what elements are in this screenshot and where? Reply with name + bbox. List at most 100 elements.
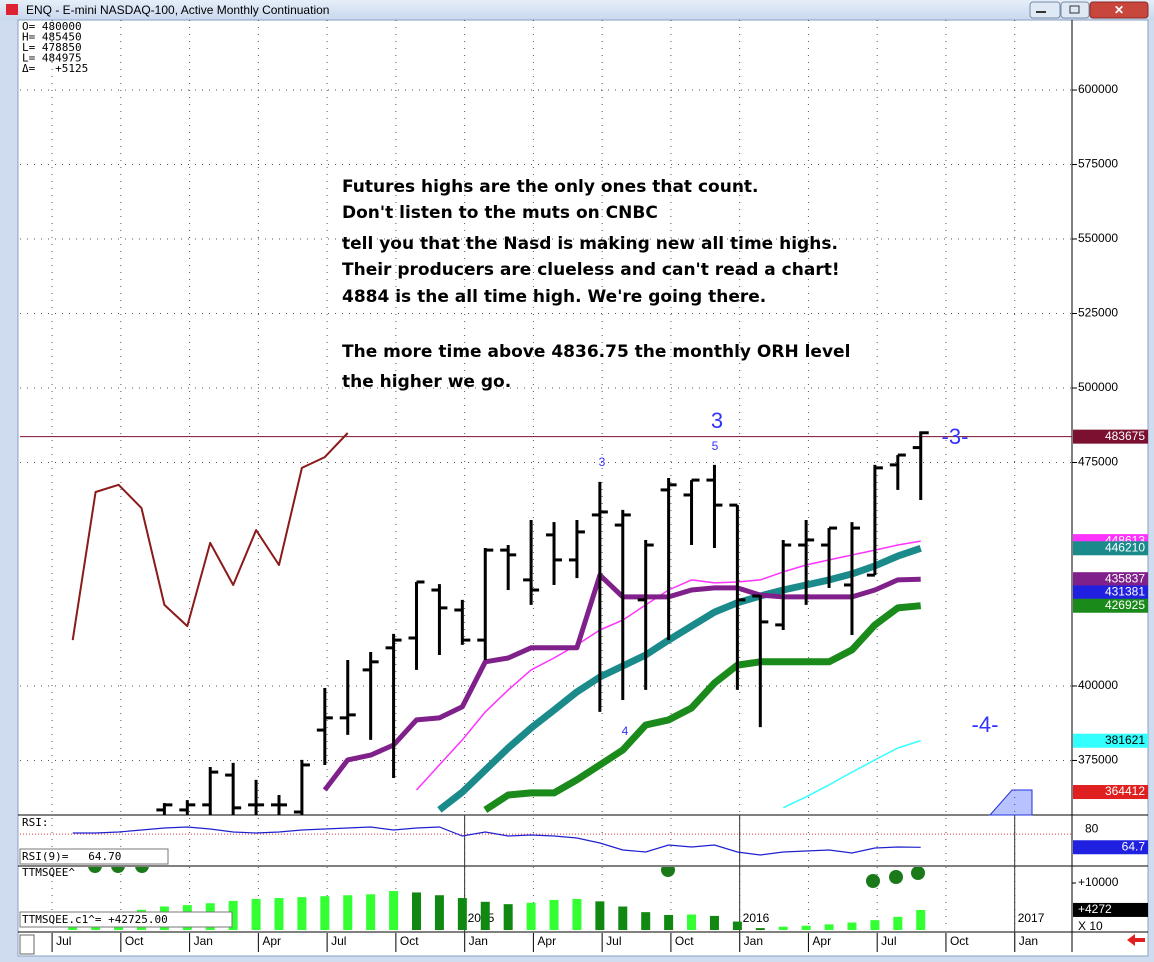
price-label-box (1073, 541, 1148, 556)
price-label: 446210 (1105, 540, 1145, 554)
rsi-tick-label: 80 (1085, 821, 1099, 835)
ttm-bar (870, 920, 880, 930)
ttm-bar (732, 921, 742, 930)
wave-label: 5 (712, 439, 719, 453)
ttm-bar (274, 898, 284, 930)
wave-label: -4- (972, 712, 999, 737)
ttm-bar (824, 924, 834, 930)
x-tick-label: Jul (331, 934, 346, 948)
price-label: 364412 (1105, 784, 1145, 798)
annotation-line: Their producers are clueless and can't r… (342, 260, 840, 280)
squeeze-dot (889, 870, 903, 884)
ttm-readout: TTMSQEE.c1^= +42725.00 (22, 913, 168, 926)
scroll-box[interactable] (19, 934, 35, 955)
y-tick-label: 600000 (1078, 82, 1118, 96)
price-label: 483675 (1105, 429, 1145, 443)
price-label: 431381 (1105, 585, 1145, 599)
app-icon (6, 4, 18, 15)
x-tick-label: Oct (125, 934, 144, 948)
squeeze-dot (88, 867, 102, 873)
annotation-line: Futures highs are the only ones that cou… (342, 177, 759, 197)
year-label: 2016 (743, 911, 770, 925)
price-label: 381621 (1105, 733, 1145, 747)
squeeze-dot (661, 867, 675, 877)
readout-line: O= 480000 (22, 20, 82, 33)
indicator-line (483, 602, 922, 813)
scroll-arrow[interactable] (1127, 934, 1145, 946)
annotation-line: the higher we go. (342, 372, 511, 392)
x-tick-label: Jul (881, 934, 896, 948)
ttm-bar (755, 928, 765, 930)
restore-button[interactable] (1060, 1, 1090, 19)
ttm-bar (549, 899, 559, 930)
readout-line: Δ= +5125 (22, 62, 88, 75)
squeeze-dot (111, 867, 125, 873)
ttm-bar (457, 898, 467, 930)
x-tick-label: Jan (1019, 934, 1038, 948)
rsi-pane (20, 826, 1072, 856)
x-tick-label: Oct (675, 934, 694, 948)
ttm-bar (434, 895, 444, 930)
rsi-line (72, 826, 921, 856)
wave-label: 3 (711, 408, 723, 433)
price-label-box (1073, 585, 1148, 600)
indicator-line (71, 432, 349, 641)
price-label-box (1073, 572, 1148, 587)
x-tick-label: Jan (194, 934, 213, 948)
ttm-tick-label: +10000 (1078, 875, 1119, 889)
y-tick-label: 550000 (1078, 231, 1118, 245)
x-tick-label: Oct (950, 934, 969, 948)
squeeze-dot (135, 867, 149, 873)
y-tick-label: 400000 (1078, 678, 1118, 692)
ttm-last-box (1073, 902, 1148, 917)
ttm-bar (778, 926, 788, 930)
ttm-bar (526, 902, 536, 930)
ttm-bar (595, 901, 605, 930)
x-tick-label: Oct (400, 934, 419, 948)
x-tick-label: Apr (812, 934, 831, 948)
profile-shape (988, 789, 1033, 816)
ttm-bar (389, 891, 399, 930)
readout-line: L= 484975 (22, 52, 82, 65)
minimize-icon (1036, 11, 1046, 13)
rsi-readout-box (19, 848, 169, 865)
annotation-line: 4884 is the all time high. We're going t… (342, 287, 766, 307)
ttm-title: TTMSQEE^ (22, 866, 75, 879)
y-tick-label: 575000 (1078, 157, 1118, 171)
x-tick-label: Apr (537, 934, 556, 948)
y-tick-label: 375000 (1078, 753, 1118, 767)
ttm-bar (412, 892, 422, 930)
x-tick-label: Apr (262, 934, 281, 948)
ttm-readout-box (19, 911, 233, 928)
ttm-bar (893, 916, 903, 930)
title-bar (0, 0, 1154, 20)
rsi-last-label: 64.7 (1122, 839, 1146, 853)
ttm-bar (801, 925, 811, 930)
price-label-box (1073, 785, 1148, 800)
annotation-line: tell you that the Nasd is making new all… (342, 234, 838, 254)
indicator-line (782, 739, 921, 809)
ttm-bar (572, 899, 582, 930)
price-label: 435837 (1105, 571, 1145, 585)
ttm-bar (664, 914, 674, 930)
readout-line: H= 485450 (22, 31, 82, 44)
ttm-bar (297, 897, 307, 930)
wave-label: 4 (622, 724, 629, 738)
ttm-bar (251, 899, 261, 930)
x-tick-label: Jul (606, 934, 621, 948)
rsi-last-box (1073, 840, 1148, 855)
ttm-bar (503, 904, 513, 930)
minimize-button[interactable] (1029, 1, 1061, 19)
close-button[interactable] (1089, 1, 1149, 19)
window-title: ENQ - E-mini NASDAQ-100, Active Monthly … (26, 3, 329, 17)
annotation-line: The more time above 4836.75 the monthly … (342, 342, 850, 362)
wave-label: 3 (599, 455, 606, 469)
rsi-title: RSI: (22, 816, 49, 829)
ttm-bar (847, 922, 857, 930)
chart-area (17, 19, 1149, 957)
wave-label: -3- (942, 424, 969, 449)
ttm-bar (480, 901, 490, 930)
x-multiplier: X 10 (1078, 919, 1103, 933)
ohlc-bars (156, 431, 929, 815)
